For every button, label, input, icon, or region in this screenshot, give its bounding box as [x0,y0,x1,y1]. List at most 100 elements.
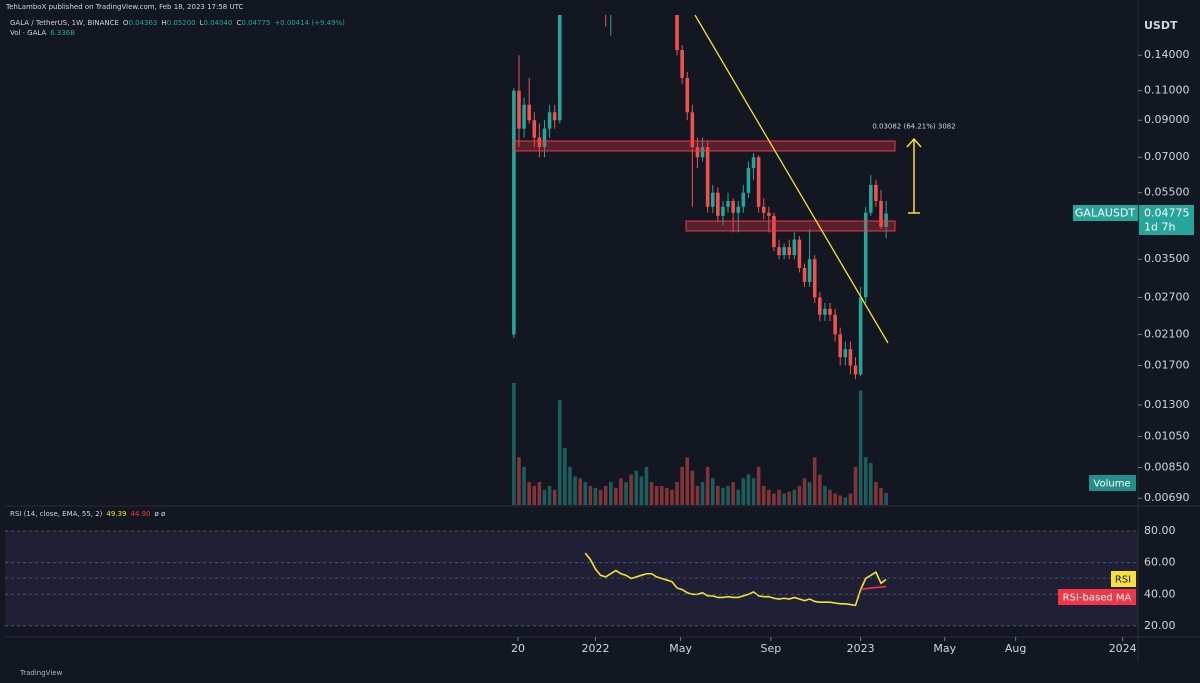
rsi-tick-label: 60.00 [1144,556,1176,569]
legend-key: H [161,19,166,27]
volume-bar [879,487,883,505]
candle-body [787,247,792,256]
volume-bar [608,482,613,505]
volume-bar [823,485,827,505]
legend-value: 0.04363 [128,19,157,27]
volume-bar [843,497,848,505]
volume-bar [869,463,873,505]
y-tick-label: 0.01050 [1144,429,1190,442]
candle-body [818,297,822,315]
candle-body [710,192,715,207]
volume-bar [761,485,766,505]
candle-body [792,239,797,256]
volume-bar [833,493,837,505]
candle-body [537,137,542,148]
volume-bar [741,478,746,505]
volume-bar [863,457,868,505]
candle-body [705,147,710,207]
volume-bar [532,485,537,505]
volume-bar [619,478,623,505]
volume-bar [716,485,720,505]
symbol-tag-bg [1073,205,1138,221]
candle-body [884,213,888,227]
x-tick-label: 2023 [847,642,875,655]
volume-bar [512,382,516,505]
rsi-ma-tag: RSI-based MA [1063,593,1132,604]
x-tick-label: Sep [761,642,782,655]
price-tag: 0.04775 [1144,207,1190,220]
brand: TradingView [19,669,63,677]
y-axis-label: USDT [1144,19,1178,32]
volume-bar [547,485,552,505]
candle-body [547,112,552,129]
publisher: TehLamboX published on TradingView.com, … [5,3,243,11]
x-tick-label: May [669,642,692,655]
candle-body [675,15,679,51]
volume-bar [731,482,735,505]
rsi-tick-label: 40.00 [1144,587,1176,600]
candle-body [807,259,812,282]
price-tag-bg [1139,205,1194,235]
candle-body [833,314,837,335]
y-tick-label: 0.02100 [1144,327,1190,340]
volume-bar [838,495,843,505]
volume-bar [593,487,598,505]
volume-bar [802,478,807,505]
candle-body [823,308,827,315]
candle-body [726,200,730,207]
volume-bar [537,482,542,505]
volume-bar [736,489,741,505]
rsi-tag-bg [1111,571,1136,587]
candle-body [695,147,700,158]
rsi-ma-value: 44.90 [130,510,150,518]
candle-body [532,120,537,138]
measure-label: 0.03082 (64.21%) 3082 [872,123,955,131]
candle-body [512,90,516,335]
volume-bar [807,482,812,505]
x-tick-label: Aug [1005,642,1026,655]
legend-value: 0.04040 [204,19,233,27]
rsi-value: 49.39 [106,510,126,518]
volume-bar [777,489,781,505]
volume-bar [710,478,715,505]
legend-key: L [200,19,204,27]
candle-body [741,192,746,207]
y-tick-label: 0.03500 [1144,252,1190,265]
volume-bar [644,466,649,505]
chart-title: GALA / TetherUS, 1W, BINANCE [10,19,119,27]
candle-body [863,212,868,298]
volume-bar [746,474,751,505]
rsi-tick-label: 20.00 [1144,619,1176,632]
rsi-ma-line [860,585,887,591]
rsi-layer [584,552,887,607]
volume-bar [874,482,878,505]
candle-body [879,200,883,227]
volume-bar [853,466,858,505]
legend-key: O [123,19,129,27]
volume-bar [542,489,547,505]
volume-bar [884,492,888,505]
rsi-ma-tag-bg [1058,589,1136,605]
rsi-tick-label: 80.00 [1144,524,1176,537]
volume-bar [573,476,577,505]
volume-bar [614,487,618,505]
rsi-extra: ø ø [155,510,167,518]
volume-bar [568,466,572,505]
volume-bar [690,470,695,505]
candle-body [685,77,690,113]
volume-bar [603,485,608,505]
y-tick-label: 0.07000 [1144,150,1190,163]
candle-body [761,206,766,213]
candle-body [782,247,786,256]
volume-bar [767,489,771,505]
legend-value: 0.05200 [167,19,196,27]
y-tick-label: 0.09000 [1144,113,1190,126]
candle-body [736,206,741,213]
drawings [514,15,922,344]
candle-body [853,365,858,375]
volume-bar [772,493,776,505]
volume-value: 6.336B [50,29,75,37]
y-tick-label: 0.01700 [1144,359,1190,372]
candle-body [680,50,684,78]
